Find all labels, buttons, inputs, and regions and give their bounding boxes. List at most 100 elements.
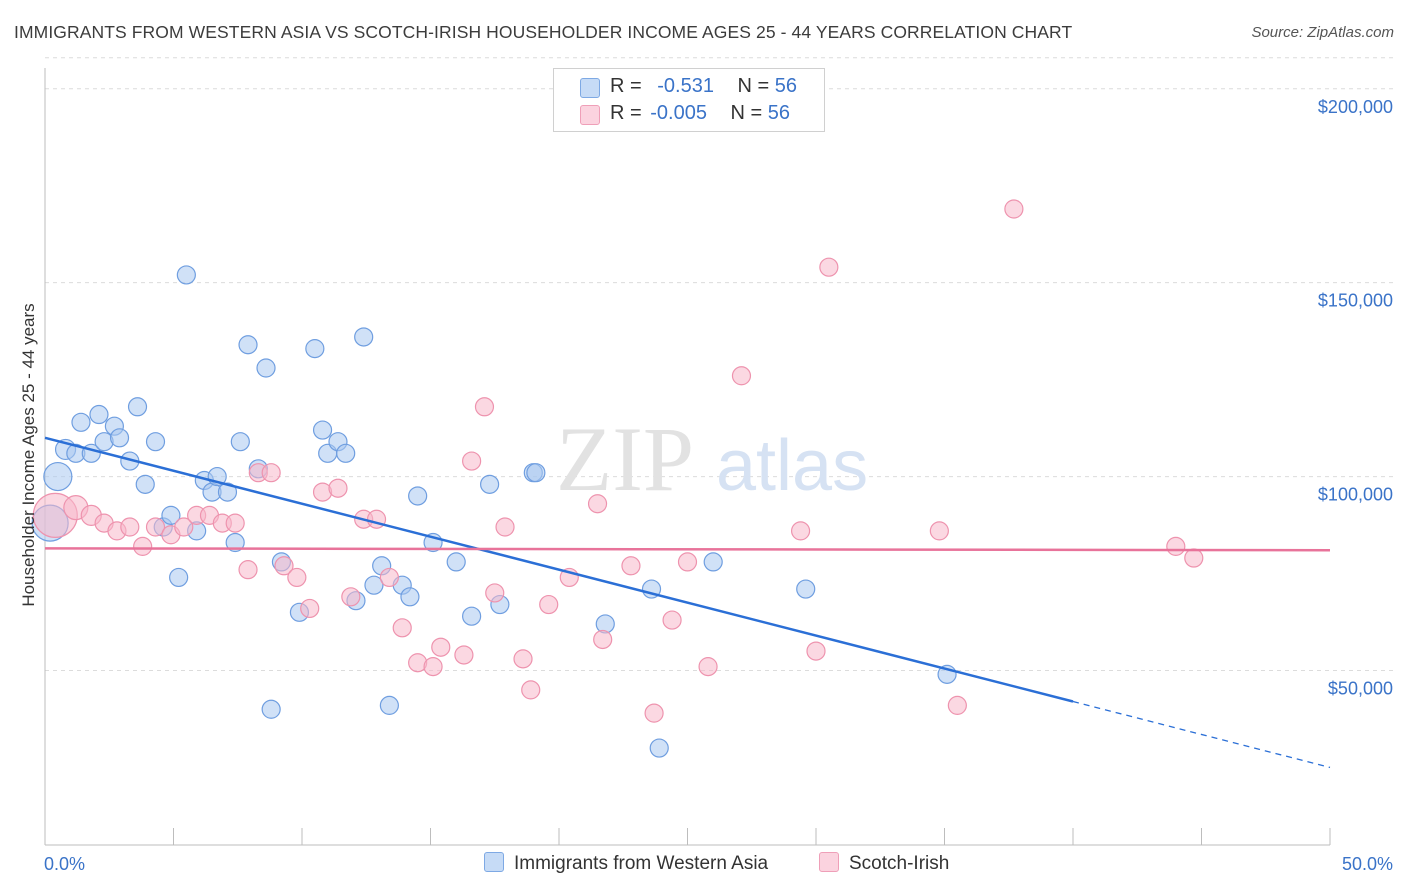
y-tick-label: $100,000 <box>1318 485 1393 505</box>
data-point <box>305 339 325 359</box>
data-point <box>462 451 482 471</box>
data-point <box>71 412 91 432</box>
data-point <box>89 404 109 425</box>
legend-r-value: -0.005 <box>650 102 707 124</box>
legend-r-label: R = <box>610 75 642 97</box>
data-point <box>169 567 189 588</box>
data-point <box>238 335 258 355</box>
data-point <box>819 257 839 277</box>
trend-line <box>44 547 1331 552</box>
data-point <box>300 598 320 619</box>
data-point <box>698 657 718 677</box>
data-point <box>336 443 356 463</box>
data-point <box>485 583 505 603</box>
data-point <box>176 265 196 285</box>
data-point <box>217 482 238 502</box>
trend-lines <box>44 436 1331 769</box>
data-point <box>161 505 181 525</box>
data-point <box>379 567 399 588</box>
data-point <box>133 536 153 556</box>
data-point <box>662 610 682 630</box>
y-tick-label: $150,000 <box>1318 291 1393 311</box>
data-point <box>587 494 608 514</box>
legend-n-value: 56 <box>774 75 798 97</box>
data-point <box>644 703 664 723</box>
data-point <box>526 463 546 483</box>
y-tick-labels: $50,000 $100,000 $150,000 $200,000 <box>1318 97 1393 699</box>
data-point <box>354 327 374 347</box>
data-point <box>806 641 826 661</box>
data-point <box>238 560 258 580</box>
data-point <box>256 358 276 378</box>
data-point <box>703 552 723 572</box>
data-point <box>341 587 361 607</box>
legend-r-value: -0.531 <box>657 75 714 97</box>
data-point <box>379 695 399 715</box>
x-tick-label-min: 0.0% <box>44 854 85 874</box>
legend-n-value: 56 <box>767 102 791 124</box>
data-point <box>408 486 428 506</box>
y-axis-title: Householder Income Ages 25 - 44 years <box>19 303 38 606</box>
data-point <box>174 517 194 537</box>
data-point <box>621 556 641 576</box>
data-point <box>513 649 533 669</box>
data-point <box>454 645 474 665</box>
data-point <box>145 432 166 452</box>
y-tick-label: $50,000 <box>1328 678 1393 698</box>
data-point <box>462 606 482 626</box>
data-point <box>790 521 811 541</box>
watermark: ZIP atlas <box>556 408 868 510</box>
data-point <box>521 680 541 700</box>
bottom-legend-swatch-western-asia <box>484 852 504 872</box>
data-point <box>225 532 245 553</box>
x-tick-label-max: 50.0% <box>1342 854 1393 874</box>
data-point <box>495 517 515 537</box>
data-point <box>929 521 949 541</box>
watermark-zip: ZIP <box>556 408 694 510</box>
bottom-legend-scotch-irish: Scotch-Irish <box>819 852 949 875</box>
data-point <box>446 552 466 572</box>
data-point <box>431 637 451 657</box>
data-point <box>145 517 166 537</box>
legend-n-label: N = <box>730 102 763 124</box>
data-point <box>328 478 348 498</box>
legend-n-label: N = <box>737 75 770 97</box>
data-point <box>135 474 155 494</box>
legend-swatch-scotch-irish <box>580 105 600 125</box>
bottom-legend-label: Scotch-Irish <box>849 853 950 874</box>
data-point <box>109 428 130 448</box>
series-western-asia-points <box>31 265 957 758</box>
bottom-legend-label: Immigrants from Western Asia <box>514 853 769 874</box>
legend-r-label: R = <box>610 102 642 124</box>
data-point <box>225 513 245 533</box>
watermark-atlas: atlas <box>716 426 868 506</box>
trend-line-extension <box>1072 700 1331 769</box>
data-point <box>287 567 307 588</box>
bottom-legend-swatch-scotch-irish <box>819 852 839 872</box>
chart-title: IMMIGRANTS FROM WESTERN ASIA VS SCOTCH-I… <box>14 22 1073 42</box>
data-point <box>364 575 384 595</box>
data-point <box>731 366 752 386</box>
data-point <box>400 587 420 607</box>
data-point <box>593 629 613 650</box>
data-point <box>127 397 148 417</box>
axes <box>44 68 1331 846</box>
data-point <box>312 420 333 440</box>
data-point <box>392 618 412 638</box>
data-point <box>1184 548 1204 568</box>
data-point <box>677 552 698 572</box>
data-point <box>1166 536 1186 556</box>
data-point <box>43 461 73 492</box>
data-point <box>474 397 495 417</box>
data-point <box>230 432 250 452</box>
trend-line <box>44 436 1074 703</box>
correlation-legend: R = -0.531 N = 56 R = -0.005 N = 56 <box>553 68 825 132</box>
data-point <box>1004 199 1024 219</box>
data-point <box>480 474 500 494</box>
data-point <box>120 517 140 537</box>
data-point <box>947 695 967 715</box>
data-point <box>423 657 443 677</box>
data-point <box>261 463 281 483</box>
legend-swatch-western-asia <box>580 78 600 98</box>
